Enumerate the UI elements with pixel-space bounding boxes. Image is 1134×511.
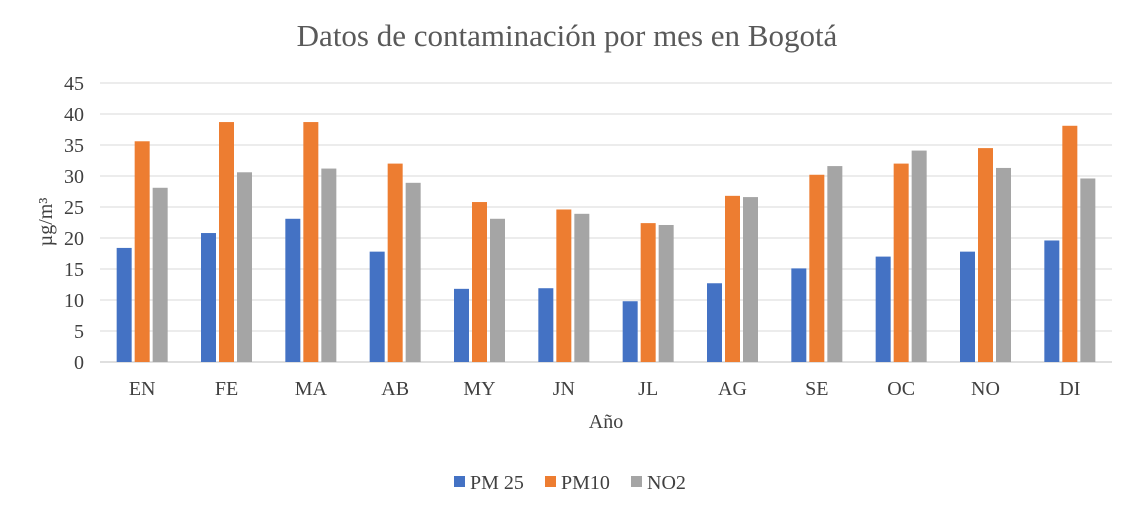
chart-title: Datos de contaminación por mes en Bogotá [297, 18, 838, 53]
bar [369, 251, 385, 362]
legend: PM 25 PM10 NO2 [454, 472, 686, 494]
bar [454, 288, 469, 362]
x-tick-label: MY [463, 378, 495, 400]
y-tick-label: 30 [64, 166, 84, 188]
legend-swatch [631, 476, 642, 487]
y-tick-label: 20 [64, 228, 84, 250]
y-tick-label: 40 [64, 104, 84, 126]
bar [707, 283, 722, 362]
x-tick-label: MA [295, 378, 328, 400]
bar [827, 166, 843, 362]
gridlines [100, 82, 1112, 363]
bar [911, 150, 927, 362]
bar [134, 141, 150, 362]
x-tick-label: EN [129, 378, 156, 400]
y-axis-label: µg/m³ [35, 198, 57, 247]
bar [640, 223, 656, 362]
bar [875, 256, 891, 362]
bar [1062, 125, 1078, 362]
bar [809, 174, 825, 362]
bar [725, 195, 740, 362]
bar [978, 148, 993, 362]
bar [791, 268, 807, 362]
bars [116, 122, 1096, 362]
y-tick-label: 25 [64, 197, 84, 219]
x-tick-label: SE [805, 378, 828, 400]
bar [219, 122, 234, 362]
bar [237, 172, 252, 362]
x-tick-label: AG [718, 378, 747, 400]
legend-label: PM 25 [470, 472, 524, 494]
x-tick-label: OC [887, 378, 915, 400]
bar [538, 288, 554, 362]
y-tick-label: 10 [64, 290, 84, 312]
x-axis-ticks: EN FE MA AB MY JN JL AG SE OC NO DI [129, 378, 1081, 400]
bar [1044, 240, 1060, 362]
x-tick-label: JL [638, 378, 658, 400]
bar [303, 122, 319, 362]
bar [387, 163, 403, 362]
bar [152, 187, 168, 362]
bar [321, 168, 337, 362]
bar [1080, 178, 1096, 362]
bar [960, 251, 975, 362]
y-tick-label: 5 [74, 321, 84, 343]
y-axis-ticks: 0 5 10 15 20 25 30 35 40 45 [64, 73, 84, 374]
bar [201, 233, 216, 362]
legend-label: NO2 [647, 472, 686, 494]
bar [996, 167, 1011, 362]
bar [472, 202, 487, 362]
bar [622, 301, 638, 362]
x-tick-label: JN [553, 378, 575, 400]
bar [556, 209, 572, 362]
y-tick-label: 35 [64, 135, 84, 157]
bar [658, 224, 674, 362]
y-tick-label: 15 [64, 259, 84, 281]
bar [574, 213, 590, 362]
bar [285, 218, 301, 362]
bar [490, 218, 505, 362]
bar [116, 247, 132, 362]
y-tick-label: 45 [64, 73, 84, 95]
legend-label: PM10 [561, 472, 610, 494]
x-tick-label: FE [215, 378, 238, 400]
x-tick-label: DI [1059, 378, 1080, 400]
bar [743, 197, 758, 362]
bar [893, 163, 909, 362]
legend-swatch [454, 476, 465, 487]
bar [405, 182, 421, 362]
x-axis-label: Año [589, 411, 623, 433]
legend-swatch [545, 476, 556, 487]
x-tick-label: NO [971, 378, 1000, 400]
y-tick-label: 0 [74, 352, 84, 374]
x-tick-label: AB [381, 378, 409, 400]
